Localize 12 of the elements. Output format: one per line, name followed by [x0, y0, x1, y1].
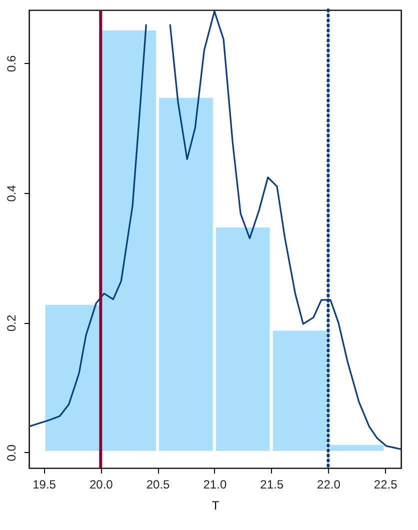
- x-tick-label: 20.5: [146, 478, 170, 492]
- x-tick-label: 22.5: [374, 478, 398, 492]
- x-axis-title: T: [212, 498, 220, 512]
- x-tick-label: 21.5: [260, 478, 284, 492]
- y-tick-label: 0.2: [4, 314, 18, 332]
- x-tick-label: 21.0: [203, 478, 227, 492]
- y-tick-label: 0.4: [4, 184, 18, 202]
- y-tick-label: 0.0: [4, 444, 18, 462]
- x-tick-label: 20.0: [89, 478, 114, 492]
- y-tick-label: 0.6: [4, 55, 18, 72]
- x-tick-label: 22.0: [317, 478, 341, 492]
- x-tick-label: 19.5: [32, 478, 56, 492]
